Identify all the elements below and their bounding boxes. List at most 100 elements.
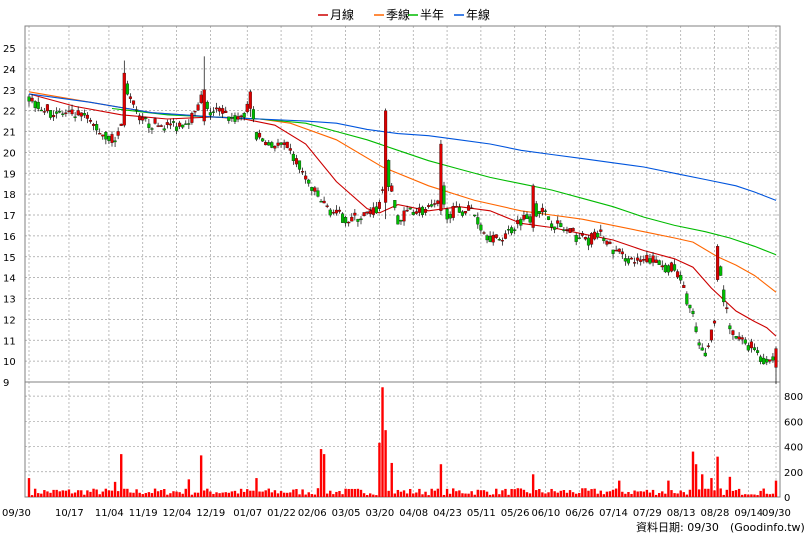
volume-bar xyxy=(178,492,181,497)
volume-bar xyxy=(728,476,732,497)
candle-body xyxy=(768,359,772,362)
volume-bar xyxy=(495,488,498,497)
volume-bar xyxy=(756,495,759,497)
volume-bar xyxy=(322,454,326,497)
volume-bar xyxy=(562,490,566,497)
candle-body xyxy=(445,208,449,220)
candle-body xyxy=(463,211,468,214)
volume-bar xyxy=(430,488,433,497)
candle-body xyxy=(516,219,520,225)
price-tick-label: 25 xyxy=(3,44,16,55)
volume-bars xyxy=(27,387,778,497)
volume-bar xyxy=(771,493,775,497)
candle-body xyxy=(208,112,212,116)
volume-bar xyxy=(467,493,470,497)
candle-body xyxy=(52,115,56,118)
candle-body xyxy=(405,209,409,212)
candle-body xyxy=(507,229,511,231)
candle-body xyxy=(254,132,259,140)
candle-body xyxy=(651,255,655,263)
price-tick-label: 9 xyxy=(3,378,9,389)
volume-bar xyxy=(365,495,369,497)
candle-body xyxy=(168,123,172,126)
volume-bar xyxy=(710,478,713,497)
candle-body xyxy=(70,109,74,115)
candle-body xyxy=(473,214,477,217)
candle-body xyxy=(712,320,717,324)
volume-bar xyxy=(104,488,108,497)
candle-body xyxy=(61,113,65,115)
volume-bar xyxy=(362,493,366,497)
volume-bar xyxy=(691,451,695,497)
volume-bar xyxy=(30,495,34,497)
volume-bar xyxy=(744,494,747,497)
candle-body xyxy=(36,101,40,109)
volume-bar xyxy=(464,493,467,497)
volume-bar xyxy=(694,464,698,497)
candle-body xyxy=(135,109,139,111)
price-panel-frame xyxy=(24,25,781,383)
volume-bar xyxy=(565,492,569,497)
volume-bar xyxy=(289,492,292,497)
volume-bar xyxy=(372,494,375,497)
candle-body xyxy=(408,207,412,210)
footer-source: (Goodinfo.tw) xyxy=(730,521,805,534)
volume-bar xyxy=(670,490,673,497)
candle-body xyxy=(719,266,723,276)
volume-bar xyxy=(436,488,440,497)
volume-bar xyxy=(184,488,187,497)
candle-body xyxy=(682,285,686,288)
date-tick-label: 03/20 xyxy=(365,508,394,519)
candle-body xyxy=(550,223,554,228)
volume-bar xyxy=(458,490,461,497)
volume-bar xyxy=(239,488,243,497)
candle-body xyxy=(673,264,677,271)
volume-bar xyxy=(40,493,43,497)
legend-item-yearly: 年線 xyxy=(454,7,490,22)
candle-body xyxy=(639,259,643,262)
candle-body xyxy=(196,104,200,111)
volume-bar xyxy=(614,488,618,497)
candle-body xyxy=(162,128,166,131)
volume-bar xyxy=(636,491,639,497)
candle-body xyxy=(420,206,425,215)
volume-bar xyxy=(129,492,132,497)
volume-bar xyxy=(424,491,427,497)
volume-bar xyxy=(673,493,676,497)
candle-body xyxy=(384,110,388,203)
candle-body xyxy=(101,134,105,137)
candle-body xyxy=(95,124,99,131)
price-tick-label: 13 xyxy=(3,295,16,306)
volume-bar xyxy=(747,494,750,497)
candle-body xyxy=(248,91,252,109)
volume-bar xyxy=(381,387,384,497)
candle-body xyxy=(546,216,551,220)
candle-body xyxy=(294,158,298,165)
volume-bar xyxy=(144,493,148,497)
date-tick-label: 09/14 xyxy=(734,508,763,519)
volume-panel-frame xyxy=(24,381,781,498)
legend-item-monthly: 月線 xyxy=(318,7,354,22)
candle-body xyxy=(666,265,670,273)
candle-body xyxy=(113,140,117,143)
candle-body xyxy=(334,209,338,214)
candle-body xyxy=(92,123,96,126)
volume-bar xyxy=(725,489,729,497)
volume-bar xyxy=(556,492,559,497)
volume-bar xyxy=(578,492,581,497)
candle-body xyxy=(709,329,713,341)
volume-bar xyxy=(737,488,741,497)
volume-bar xyxy=(679,490,682,497)
candle-body xyxy=(310,187,314,191)
candle-body xyxy=(205,101,209,109)
volume-bar xyxy=(408,488,412,497)
candle-body xyxy=(147,123,151,128)
candlesticks xyxy=(27,56,778,385)
candle-body xyxy=(620,251,624,255)
volume-tick-label: 800 xyxy=(784,392,803,403)
volume-bar xyxy=(553,491,556,497)
volume-bar xyxy=(627,492,630,497)
volume-bar xyxy=(359,489,363,497)
candle-body xyxy=(396,215,400,225)
volume-bar xyxy=(83,494,86,497)
